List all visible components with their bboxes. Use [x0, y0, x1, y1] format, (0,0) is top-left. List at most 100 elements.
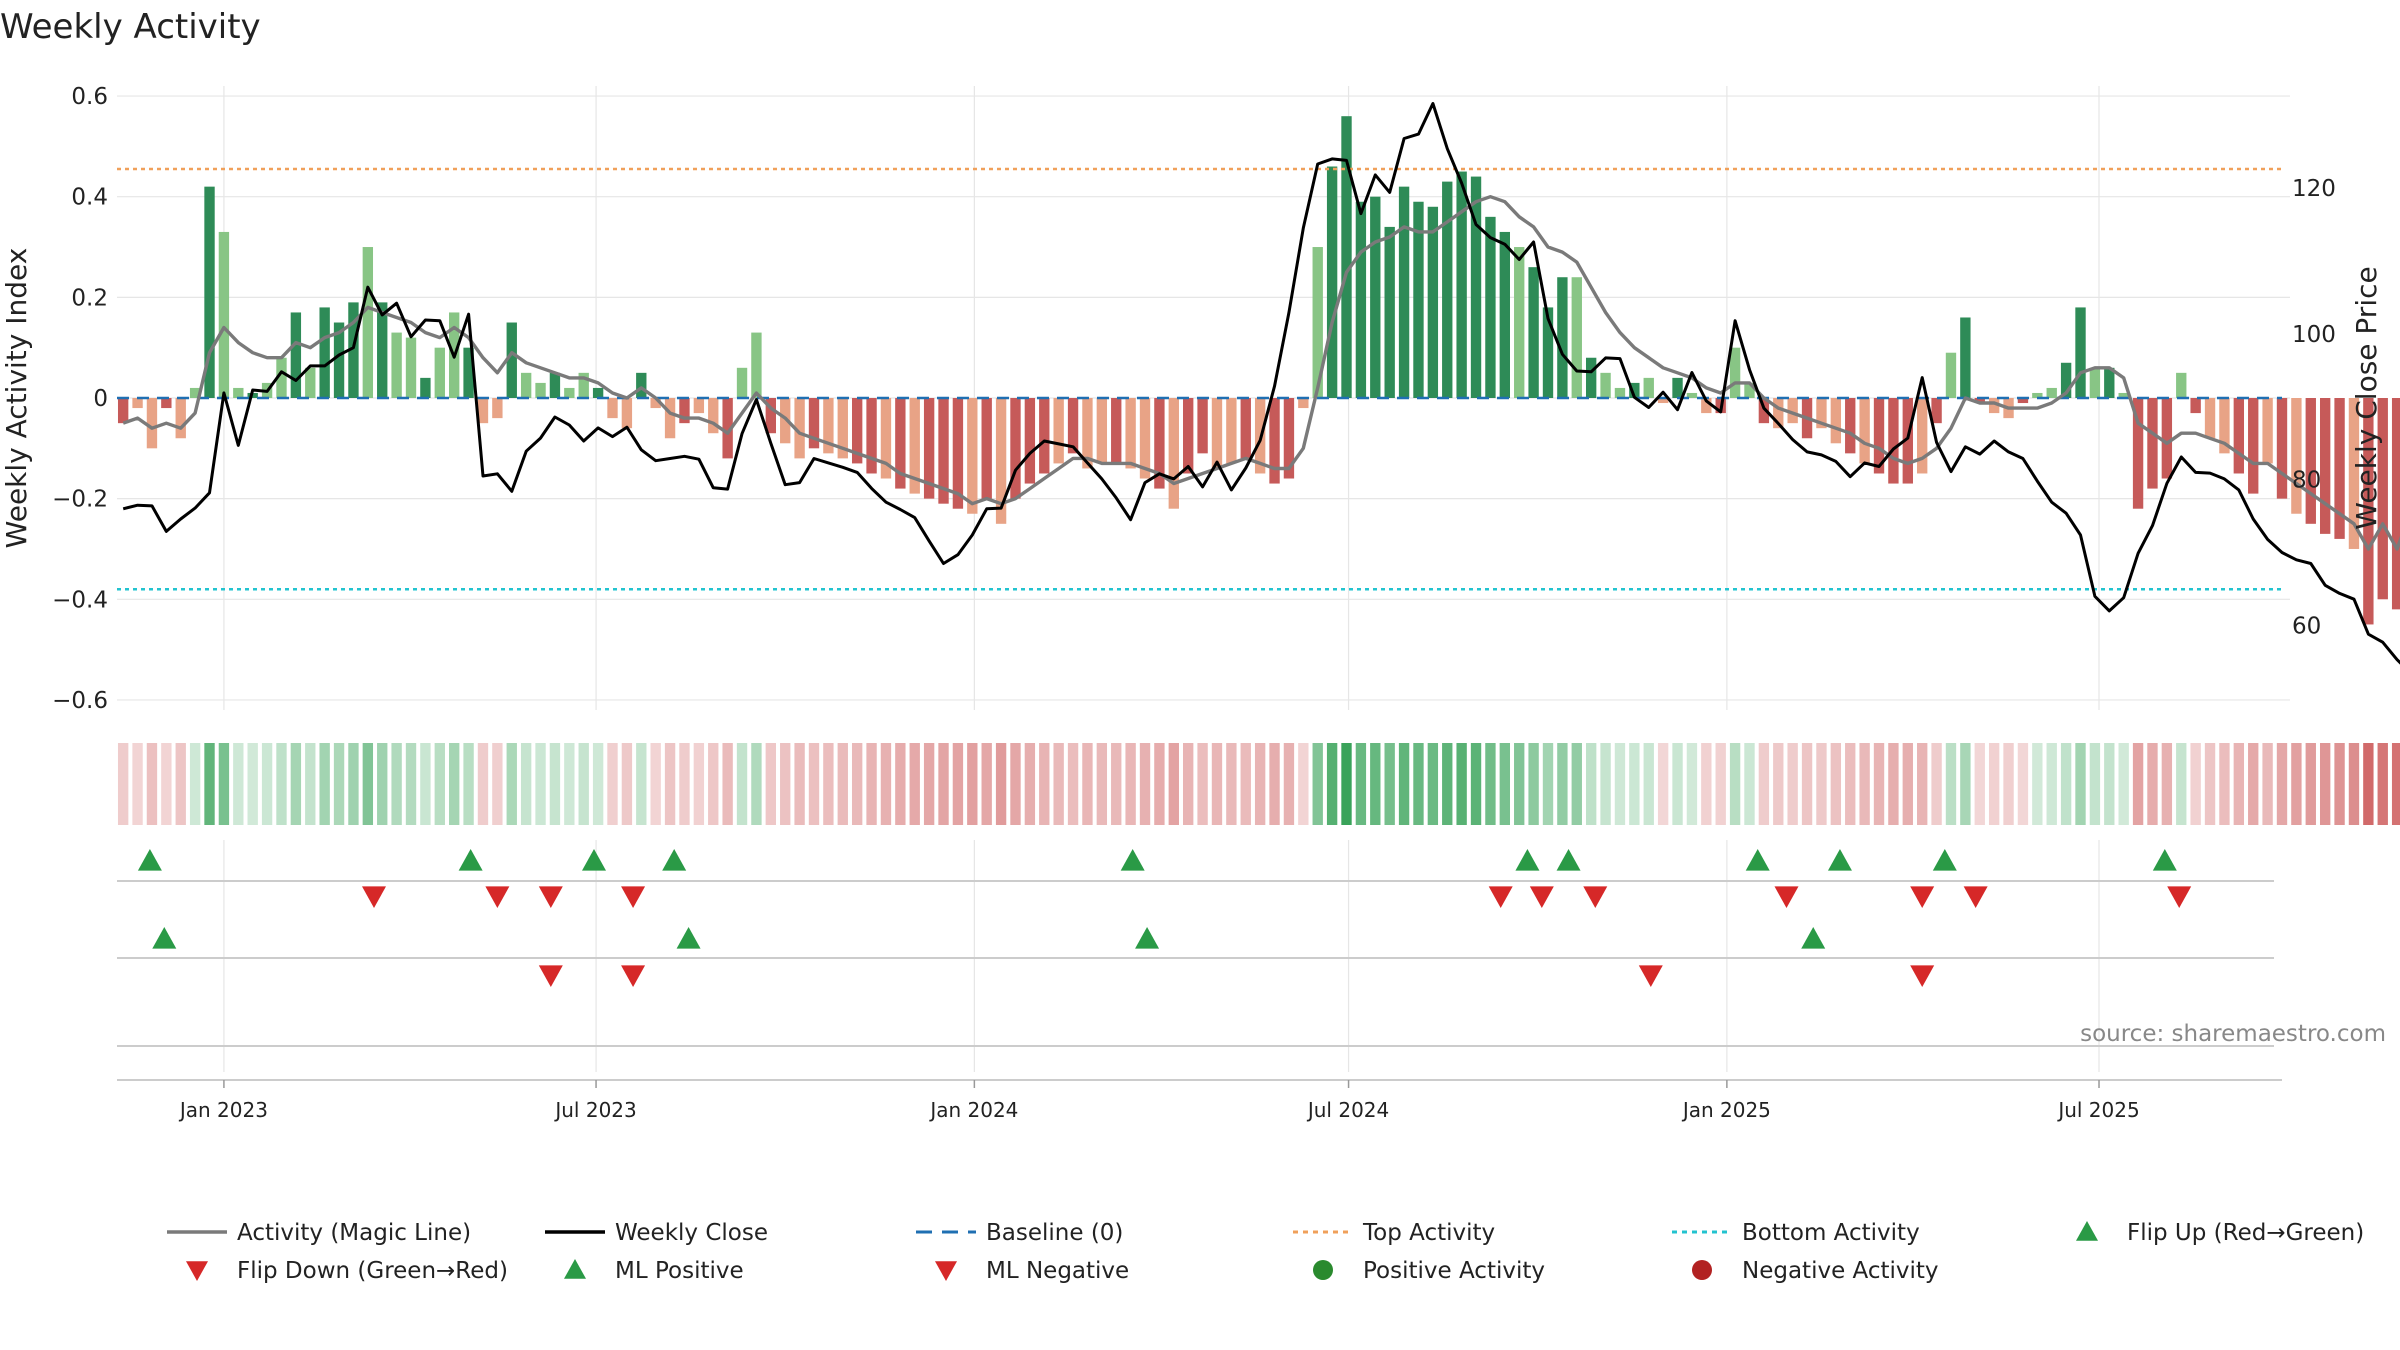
heat-cell	[2391, 743, 2400, 825]
flip-up-marker	[137, 849, 162, 871]
heat-cell	[549, 743, 561, 825]
heat-cell	[1945, 743, 1957, 825]
y2-axis-label: Weekly Close Price	[2350, 266, 2383, 529]
activity-bar	[650, 398, 661, 409]
activity-bar	[2391, 398, 2400, 610]
heat-cell	[405, 743, 417, 825]
activity-bar	[1067, 398, 1079, 454]
heat-cell	[1974, 743, 1985, 825]
heat-cell	[434, 743, 445, 825]
heat-cell	[2319, 743, 2331, 825]
activity-bar	[535, 382, 546, 398]
activity-bar	[1830, 398, 1842, 444]
heat-cell	[1600, 743, 1611, 825]
heat-cell	[1139, 743, 1151, 825]
legend-item: Top Activity	[1293, 1220, 1495, 1246]
heat-cell	[1470, 743, 1482, 825]
activity-bar	[722, 398, 733, 459]
signal-tracks	[117, 880, 2282, 1081]
heat-cell	[1960, 743, 1971, 825]
heat-cell	[1816, 743, 1827, 825]
heat-cell	[880, 743, 892, 825]
heat-cell	[1067, 743, 1079, 825]
activity-bar	[664, 398, 676, 439]
flip-down-marker	[621, 886, 646, 908]
legend-label: Weekly Close	[615, 1220, 768, 1246]
heat-cell	[1514, 743, 1525, 825]
heat-cell	[564, 743, 575, 825]
activity-bar	[117, 398, 129, 424]
activity-bar	[592, 387, 604, 398]
activity-bar	[1341, 116, 1352, 399]
activity-bar	[2334, 398, 2345, 539]
heat-cell	[1326, 743, 1338, 825]
activity-bar	[377, 302, 388, 398]
heat-cell	[679, 743, 690, 825]
activity-bar	[607, 398, 618, 419]
heat-cell	[1269, 743, 1280, 825]
heat-cell	[1499, 743, 1511, 825]
legend-swatch	[186, 1261, 208, 1281]
flip-down-marker	[538, 886, 563, 908]
activity-bar	[1183, 398, 1194, 474]
activity-bar	[621, 398, 633, 429]
activity-bar	[175, 398, 186, 439]
heat-cell	[492, 743, 503, 825]
activity-bar	[1226, 398, 1237, 464]
y2-tick-label: 80	[2292, 468, 2321, 494]
heat-cell	[1211, 743, 1223, 825]
heat-cell	[736, 743, 748, 825]
heat-cell	[377, 743, 388, 825]
heat-cell	[1729, 743, 1741, 825]
heat-cell	[463, 743, 474, 825]
heat-cell	[1557, 743, 1568, 825]
activity-bar	[2219, 398, 2230, 454]
activity-bar	[319, 307, 330, 398]
activity-bar	[2132, 398, 2144, 509]
heat-cell	[1902, 743, 1913, 825]
heat-cell	[1254, 743, 1266, 825]
activity-bar	[679, 398, 690, 424]
activity-bar	[1355, 201, 1367, 398]
activity-bar	[1298, 398, 1309, 409]
heat-cell	[621, 743, 633, 825]
heat-cell	[1931, 743, 1942, 825]
heat-cell	[132, 743, 143, 825]
activity-bar	[1398, 186, 1410, 398]
heat-cell	[218, 743, 230, 825]
legend-item: ML Negative	[935, 1258, 1129, 1284]
activity-bar	[1542, 307, 1554, 398]
heat-cell	[2132, 743, 2144, 825]
heat-cell	[895, 743, 906, 825]
legend-item: Weekly Close	[545, 1220, 768, 1246]
heat-cell	[1773, 743, 1784, 825]
activity-bar	[1010, 398, 1021, 499]
heat-cell	[1801, 743, 1813, 825]
heat-cell	[578, 743, 589, 825]
activity-bar	[938, 398, 949, 504]
activity-bar	[1643, 377, 1654, 398]
heat-cell	[1413, 743, 1424, 825]
heat-cell	[1614, 743, 1626, 825]
activity-bar	[463, 347, 474, 398]
heat-cell	[204, 743, 215, 825]
activity-bar	[1528, 267, 1539, 398]
y-tick-label: 0	[93, 386, 108, 412]
heat-cell	[967, 743, 978, 825]
ml-positive-marker	[676, 927, 701, 949]
heat-cell	[391, 743, 402, 825]
activity-bar	[1125, 398, 1136, 469]
series-lines	[122, 102, 2400, 665]
y-tick-label: −0.2	[52, 487, 108, 513]
activity-bar	[1988, 398, 2000, 414]
activity-bar	[549, 372, 561, 398]
activity-heat-strip	[117, 743, 2400, 825]
activity-bar	[1600, 372, 1611, 398]
activity-bar	[1974, 398, 1985, 404]
legend-label: Flip Down (Green→Red)	[237, 1258, 508, 1284]
activity-bar	[981, 398, 992, 499]
y-tick-label: 0.4	[71, 185, 108, 211]
flip-down-marker	[1963, 886, 1988, 908]
heat-cell	[1888, 743, 1899, 825]
activity-bar	[909, 398, 920, 494]
